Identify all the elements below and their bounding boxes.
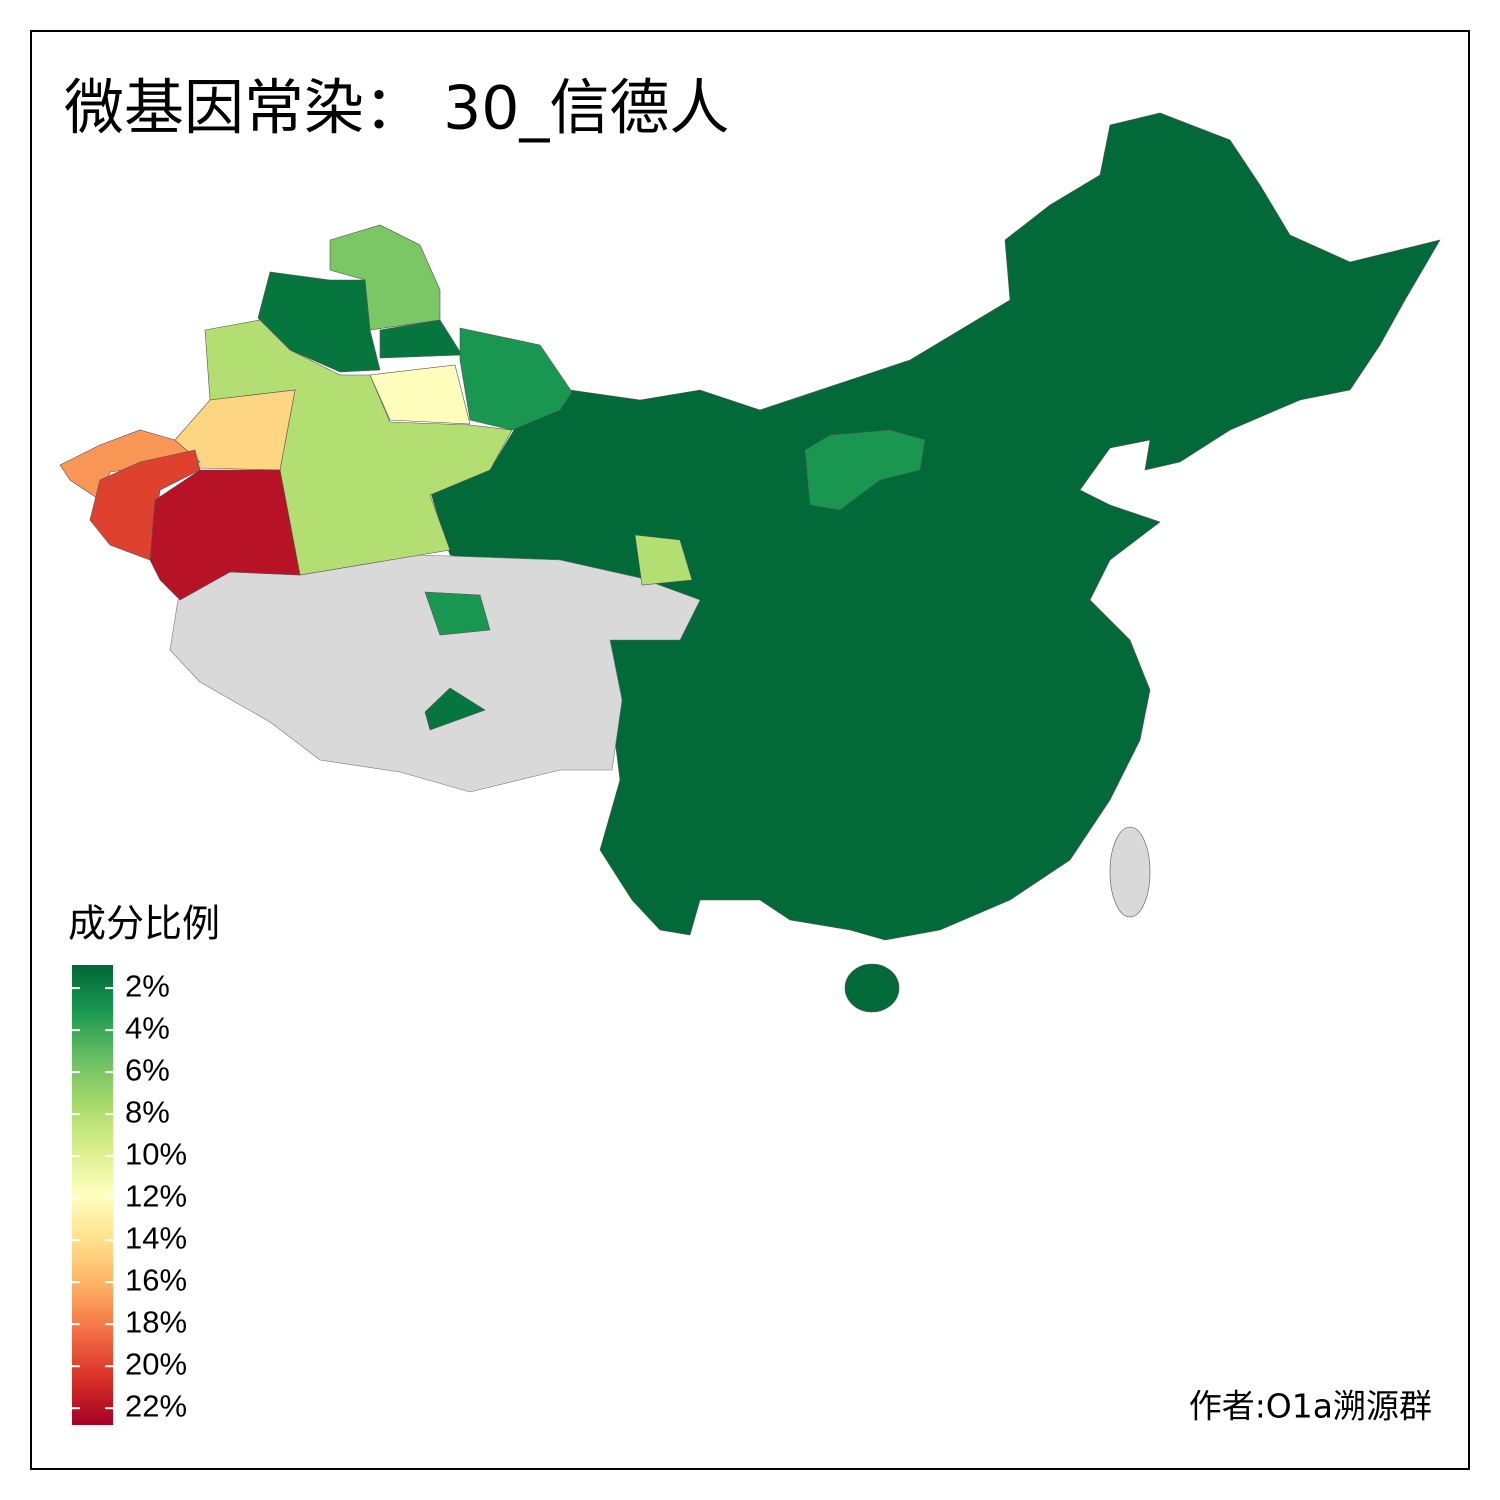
legend-tick-label: 4%: [125, 1010, 170, 1045]
credit: 作者:O1a溯源群: [1189, 1387, 1432, 1426]
regions: [59, 112, 1441, 1013]
no-data-region: [1109, 826, 1151, 918]
legend-tick-label: 8%: [125, 1094, 170, 1129]
legend-tick-label: 10%: [125, 1136, 187, 1171]
legend-tick-label: 2%: [125, 968, 170, 1003]
region: [424, 687, 486, 731]
region: [634, 534, 693, 586]
region: [257, 271, 381, 373]
region: [804, 429, 926, 511]
legend-colorbar: [72, 965, 113, 1425]
region: [149, 469, 301, 601]
legend-tick-label: 6%: [125, 1052, 170, 1087]
legend-tick-label: 22%: [125, 1388, 187, 1423]
legend-tick-label: 20%: [125, 1346, 187, 1381]
legend-tick-label: 18%: [125, 1304, 187, 1339]
legend-tick-label: 16%: [125, 1262, 187, 1297]
legend-tick-label: 12%: [125, 1178, 187, 1213]
region: [174, 389, 296, 471]
legend-title: 成分比例: [68, 902, 220, 946]
region: [424, 591, 491, 636]
region-hainan: [844, 963, 900, 1013]
region: [369, 364, 471, 425]
region: [429, 112, 1441, 941]
title: 微基因常染： 30_信德人: [64, 74, 729, 144]
legend-tick-label: 14%: [125, 1220, 187, 1255]
region: [459, 327, 573, 431]
